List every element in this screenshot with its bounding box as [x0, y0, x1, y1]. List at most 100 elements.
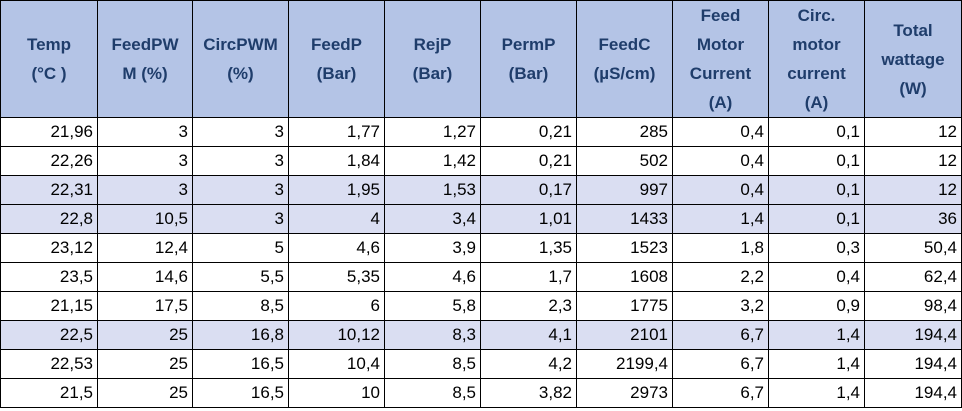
table-cell: 0,3: [768, 233, 865, 263]
table-cell: 3: [97, 117, 193, 147]
table-cell: 0,4: [672, 117, 769, 147]
table-row: 22,26 3 3 1,84 1,42 0,21 502 0,4 0,1 12: [0, 146, 962, 176]
table-cell: 3: [192, 175, 289, 205]
table-cell: 194,4: [864, 349, 962, 379]
table-cell: 4,1: [480, 320, 577, 350]
table-row: 23,5 14,6 5,5 5,35 4,6 1,7 1608 2,2 0,4 62,4: [0, 262, 962, 292]
table-cell: 22,53: [0, 349, 98, 379]
table-cell: 0,17: [480, 175, 577, 205]
table-cell: 21,5: [0, 378, 98, 408]
table-cell: 285: [576, 117, 673, 147]
table-cell: 12: [864, 175, 962, 205]
table-cell: 1523: [576, 233, 673, 263]
header-temp: Temp (°C ): [0, 0, 98, 118]
table-cell: 0,1: [768, 117, 865, 147]
table-cell: 1,4: [768, 378, 865, 408]
table-cell: 10,4: [288, 349, 385, 379]
table-cell: 0,4: [672, 175, 769, 205]
table-cell: 3,9: [384, 233, 481, 263]
table-cell: 4: [288, 204, 385, 234]
table-row: 23,12 12,4 5 4,6 3,9 1,35 1523 1,8 0,3 50,4: [0, 233, 962, 263]
table-cell: 16,5: [192, 378, 289, 408]
table-row: 21,15 17,5 8,5 6 5,8 2,3 1775 3,2 0,9 98,4: [0, 291, 962, 321]
table-cell: 3: [192, 146, 289, 176]
table-cell: 3: [192, 117, 289, 147]
table-cell: 1,27: [384, 117, 481, 147]
table-cell: 6,7: [672, 320, 769, 350]
header-circ-motor-current: Circ. motor current (A): [768, 0, 865, 118]
table-cell: 5,8: [384, 291, 481, 321]
table-cell: 36: [864, 204, 962, 234]
table-cell: 25: [97, 378, 193, 408]
table-cell: 16,5: [192, 349, 289, 379]
table-cell: 12,4: [97, 233, 193, 263]
table-cell: 8,5: [192, 291, 289, 321]
table-cell: 25: [97, 349, 193, 379]
table-cell: 1433: [576, 204, 673, 234]
table-cell: 5,35: [288, 262, 385, 292]
table-cell: 5: [192, 233, 289, 263]
table-cell: 2199,4: [576, 349, 673, 379]
header-total-wattage: Total wattage (W): [864, 0, 962, 118]
table-cell: 3,4: [384, 204, 481, 234]
table-cell: 12: [864, 146, 962, 176]
header-feed-motor-current: Feed Motor Current (A): [672, 0, 769, 118]
table-cell: 2,2: [672, 262, 769, 292]
table-cell: 22,31: [0, 175, 98, 205]
table-cell: 4,6: [384, 262, 481, 292]
table-cell: 10,12: [288, 320, 385, 350]
table-cell: 21,15: [0, 291, 98, 321]
table-cell: 22,8: [0, 204, 98, 234]
table-cell: 8,3: [384, 320, 481, 350]
table-cell: 3: [97, 175, 193, 205]
header-feed-pwm: FeedPW M (%): [97, 0, 193, 118]
table-cell: 0,1: [768, 204, 865, 234]
table-row: 22,5 25 16,8 10,12 8,3 4,1 2101 6,7 1,4 194,4: [0, 320, 962, 350]
table-cell: 0,4: [672, 146, 769, 176]
header-feed-conductivity: FeedC (µS/cm): [576, 0, 673, 118]
table-cell: 1,42: [384, 146, 481, 176]
table-cell: 62,4: [864, 262, 962, 292]
table-cell: 22,26: [0, 146, 98, 176]
table-cell: 1,77: [288, 117, 385, 147]
header-permeate-pressure: PermP (Bar): [480, 0, 577, 118]
table-cell: 1,4: [768, 349, 865, 379]
table-body: 21,96 3 3 1,77 1,27 0,21 285 0,4 0,1 12 22,26 3 3 1,8…: [0, 117, 962, 408]
table-cell: 1,7: [480, 262, 577, 292]
table-cell: 1,4: [768, 320, 865, 350]
table-cell: 1,84: [288, 146, 385, 176]
table-cell: 3,2: [672, 291, 769, 321]
table-cell: 2973: [576, 378, 673, 408]
header-feed-pressure: FeedP (Bar): [288, 0, 385, 118]
table-cell: 25: [97, 320, 193, 350]
table-cell: 0,21: [480, 117, 577, 147]
table-cell: 194,4: [864, 320, 962, 350]
table-cell: 0,4: [768, 262, 865, 292]
table-cell: 22,5: [0, 320, 98, 350]
table-cell: 17,5: [97, 291, 193, 321]
table-cell: 1,01: [480, 204, 577, 234]
table-cell: 1775: [576, 291, 673, 321]
table-cell: 8,5: [384, 378, 481, 408]
table-cell: 0,21: [480, 146, 577, 176]
table-cell: 1608: [576, 262, 673, 292]
table-cell: 4,6: [288, 233, 385, 263]
table-row: 22,31 3 3 1,95 1,53 0,17 997 0,4 0,1 12: [0, 175, 962, 205]
table-row: 21,5 25 16,5 10 8,5 3,82 2973 6,7 1,4 194,4: [0, 378, 962, 408]
table-cell: 4,2: [480, 349, 577, 379]
table-cell: 502: [576, 146, 673, 176]
table-cell: 194,4: [864, 378, 962, 408]
header-reject-pressure: RejP (Bar): [384, 0, 481, 118]
table-cell: 0,1: [768, 146, 865, 176]
table-cell: 0,9: [768, 291, 865, 321]
table-cell: 12: [864, 117, 962, 147]
table-cell: 1,35: [480, 233, 577, 263]
table-cell: 997: [576, 175, 673, 205]
table-cell: 98,4: [864, 291, 962, 321]
table-cell: 6,7: [672, 378, 769, 408]
header-circ-pwm: CircPWM (%): [192, 0, 289, 118]
table-row: 21,96 3 3 1,77 1,27 0,21 285 0,4 0,1 12: [0, 117, 962, 147]
table-cell: 0,1: [768, 175, 865, 205]
table-cell: 3,82: [480, 378, 577, 408]
